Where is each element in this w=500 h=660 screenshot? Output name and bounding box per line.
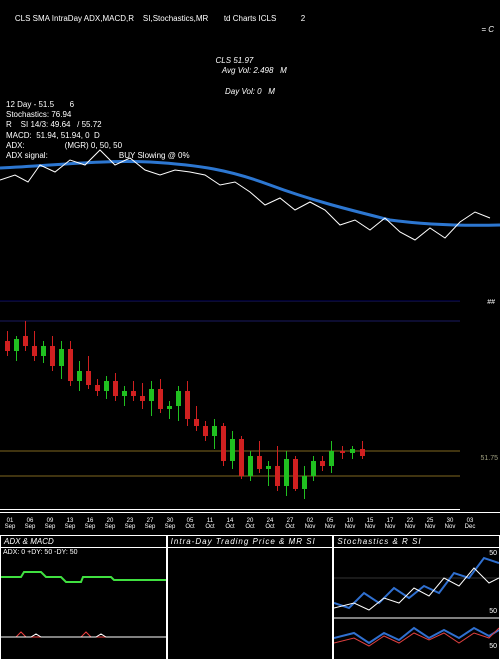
date-tick: 10Nov — [345, 518, 356, 530]
panel-adx-macd: ADX & MACD ADX: 0 +DY: 50 -DY: 50 — [0, 535, 167, 660]
date-tick: 02Nov — [305, 518, 316, 530]
date-tick: 23Sep — [125, 518, 136, 530]
date-tick: 24Oct — [265, 518, 274, 530]
stoch-lbl-top: 50 — [489, 550, 497, 557]
panel-intraday: Intra-Day Trading Price & MR SI — [167, 535, 334, 660]
date-tick: 05Nov — [325, 518, 336, 530]
date-tick: 03Dec — [465, 518, 476, 530]
panel-intra-title: Intra-Day Trading Price & MR SI — [168, 536, 333, 548]
stoch-lbl-mid: 50 — [489, 608, 497, 615]
indicator-panels: ADX & MACD ADX: 0 +DY: 50 -DY: 50 Intra-… — [0, 535, 500, 660]
stoch-lbl-bot: 50 — [489, 643, 497, 650]
date-tick: 05Oct — [185, 518, 194, 530]
date-tick: 15Nov — [365, 518, 376, 530]
header-line1: CLS SMA IntraDay ADX,MACD,R SI,Stochasti… — [6, 4, 494, 46]
date-tick: 01Sep — [5, 518, 16, 530]
date-tick: 22Nov — [405, 518, 416, 530]
avg-vol: Avg Vol: 2.498 M — [222, 66, 287, 75]
line-chart — [0, 110, 500, 270]
tech-line: 12 Day - 51.5 6 — [6, 100, 494, 110]
date-tick: 14Oct — [225, 518, 234, 530]
candlestick-chart: ## — [0, 300, 460, 510]
price-label: 51.75 — [480, 455, 498, 462]
date-tick: 30Nov — [445, 518, 456, 530]
adx-subtitle: ADX: 0 +DY: 50 -DY: 50 — [1, 548, 166, 557]
date-tick: 30Sep — [165, 518, 176, 530]
date-tick: 27Oct — [285, 518, 294, 530]
date-tick: 11Oct — [205, 518, 214, 530]
date-tick: 06Sep — [25, 518, 36, 530]
panel-stoch-title: Stochastics & R SI — [334, 536, 499, 548]
panel-adx-title: ADX & MACD — [1, 536, 166, 548]
date-tick: 27Sep — [145, 518, 156, 530]
candle-price-axis: 51.75 — [462, 300, 500, 510]
day-vol: Day Vol: 0 M — [6, 87, 494, 97]
date-tick: 25Nov — [425, 518, 436, 530]
panel-stochastics: Stochastics & R SI 50 50 50 — [333, 535, 500, 660]
date-axis: 01Sep 06Sep 09Sep 13Sep 16Sep 20Sep 23Sep 27Sep… — [0, 512, 500, 532]
line1-right: = C — [481, 25, 494, 35]
date-tick: 17Nov — [385, 518, 396, 530]
date-tick: 13Sep — [65, 518, 76, 530]
line1-left: CLS SMA IntraDay ADX,MACD,R SI,Stochasti… — [15, 14, 305, 23]
header-line2: CLS 51.97 Avg Vol: 2.498 M — [6, 46, 494, 88]
date-tick: 16Sep — [85, 518, 96, 530]
header: CLS SMA IntraDay ADX,MACD,R SI,Stochasti… — [0, 0, 500, 70]
date-tick: 20Sep — [105, 518, 116, 530]
cls-value: CLS 51.97 — [216, 56, 254, 66]
date-tick: 09Sep — [45, 518, 56, 530]
date-tick: 20Oct — [245, 518, 254, 530]
